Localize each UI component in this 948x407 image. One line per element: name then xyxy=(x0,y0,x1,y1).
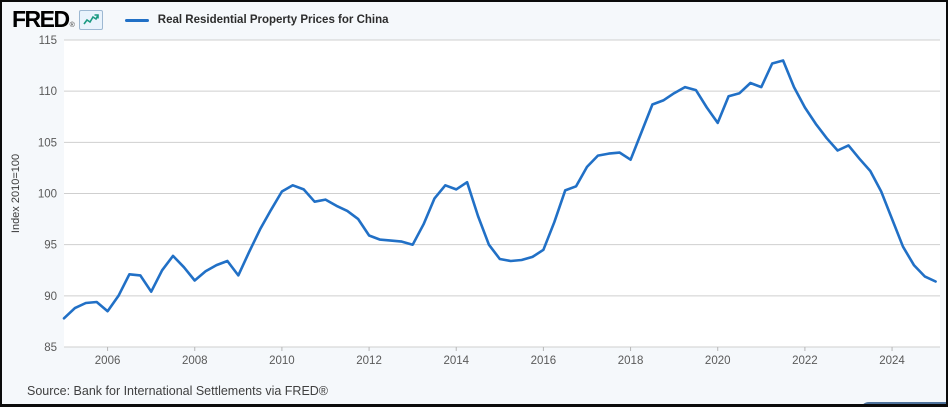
y-tick-label: 115 xyxy=(39,35,57,47)
x-tick-label: 2008 xyxy=(182,355,208,367)
x-tick-label: 2024 xyxy=(879,355,905,367)
x-tick-label: 2012 xyxy=(356,355,382,367)
y-tick-label: 100 xyxy=(38,189,57,201)
x-tick-label: 2020 xyxy=(705,355,731,367)
legend: Real Residential Property Prices for Chi… xyxy=(124,14,389,26)
y-tick-label: 85 xyxy=(44,342,57,354)
source-note: Source: Bank for International Settlemen… xyxy=(27,384,329,398)
series-line-china-property-prices xyxy=(62,59,937,320)
fred-logo-text: FRED xyxy=(12,6,70,32)
legend-series-label[interactable]: Real Residential Property Prices for Chi… xyxy=(157,14,389,26)
x-tick-label: 2022 xyxy=(792,355,818,367)
registered-mark: ® xyxy=(69,22,75,29)
bottom-right-collapsed-widget[interactable] xyxy=(860,402,946,404)
legend-line-swatch xyxy=(124,18,149,22)
y-tick-label: 110 xyxy=(39,86,57,98)
x-tick-label: 2016 xyxy=(531,355,557,367)
x-tick-label: 2014 xyxy=(443,355,469,367)
fred-sparkline-icon xyxy=(78,10,103,30)
y-tick-label: 90 xyxy=(44,291,57,303)
y-tick-label: 95 xyxy=(44,240,57,252)
fred-logo[interactable]: FRED® xyxy=(12,8,75,32)
y-tick-label: 105 xyxy=(38,137,57,149)
x-tick-label: 2010 xyxy=(269,355,295,367)
x-tick-label: 2018 xyxy=(618,355,644,367)
x-tick-label: 2006 xyxy=(95,355,121,367)
y-axis-title: Index 2010=100 xyxy=(10,154,22,233)
chart-header: FRED® Real Residential Property Prices f… xyxy=(12,7,389,33)
